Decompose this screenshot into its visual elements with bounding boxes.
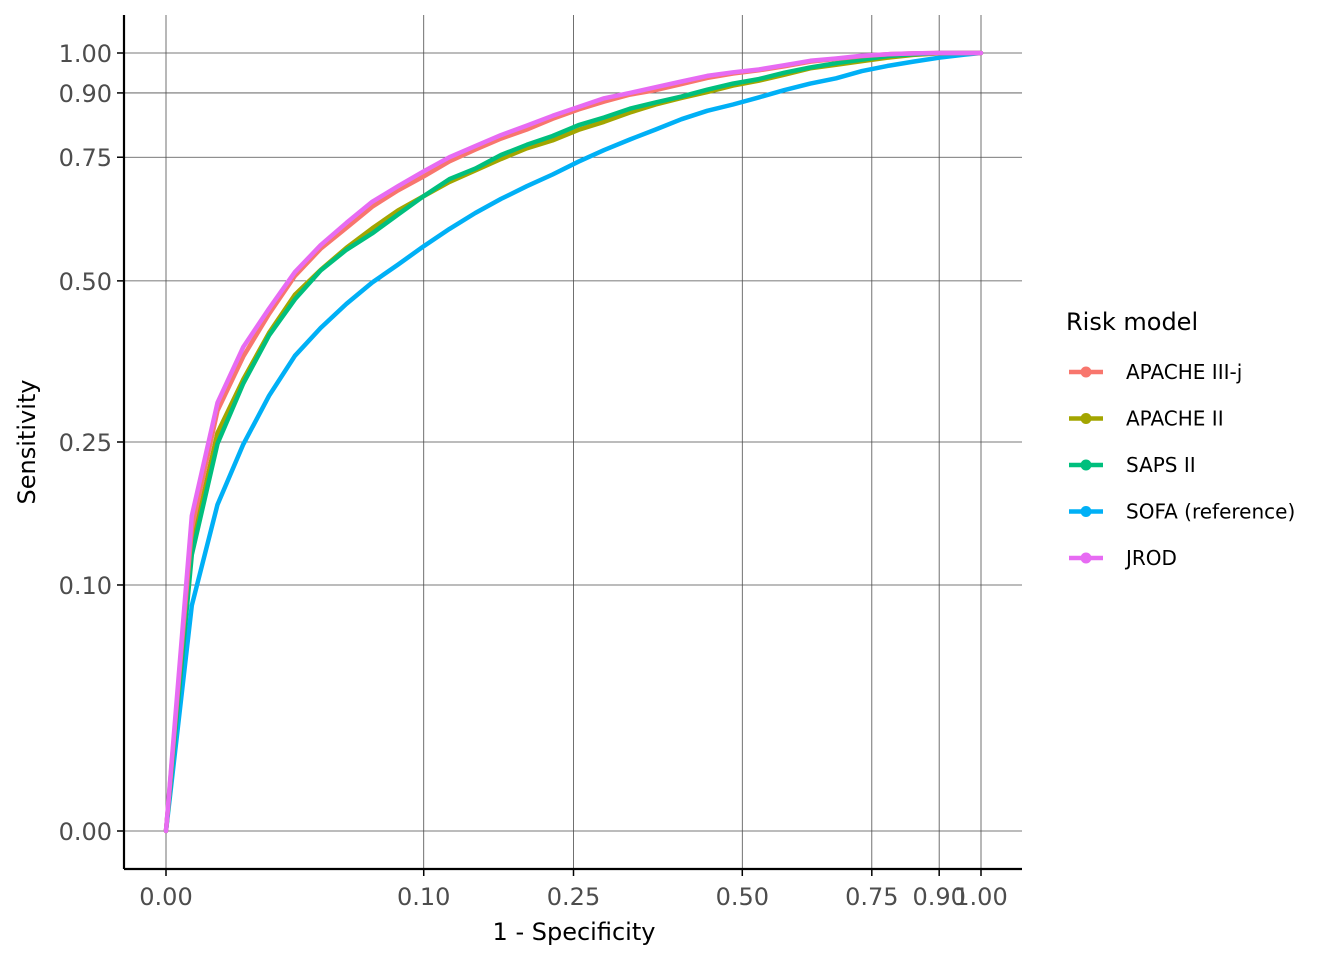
legend-label: JROD [1124,546,1177,570]
grid-lines [124,15,1022,869]
y-tick-label: 0.25 [59,429,112,457]
legend-key-point [1080,366,1092,378]
x-tick-label: 0.75 [845,883,898,911]
legend: Risk model APACHE III-j APACHE II SAPS II S… [1066,308,1295,570]
y-tick-label: 0.00 [59,818,112,846]
x-tick-label: 0.00 [139,883,192,911]
x-axis-title: 1 - Specificity [493,918,656,946]
x-tick-label: 0.25 [547,883,600,911]
legend-label: APACHE II [1126,407,1224,431]
y-axis-title: Sensitivity [13,380,41,505]
series-line-jrod [163,50,984,834]
x-tick-label: 0.50 [716,883,769,911]
series-line-sofa-reference [163,50,984,834]
x-tick-label: 0.10 [397,883,450,911]
legend-label: SAPS II [1126,453,1196,477]
series-line-saps-ii [163,50,984,834]
legend-key-point [1080,506,1092,517]
tick-labels: 0.00 0.10 0.25 0.50 0.75 0.901.000.000.100.25… [59,40,1008,911]
y-tick-label: 0.75 [59,144,112,172]
y-tick-label: 0.90 [59,80,112,108]
legend-label: SOFA (reference) [1126,500,1295,524]
x-tick-label: 0.90 [912,883,965,911]
x-tick-label: 1.00 [954,883,1007,911]
y-tick-label: 1.00 [59,40,112,68]
y-tick-label: 0.10 [59,572,112,600]
y-tick-label: 0.50 [59,268,112,296]
legend-key-point [1080,552,1092,564]
series-lines [163,50,984,834]
legend-key-point [1080,413,1092,424]
legend-title: Risk model [1066,308,1198,336]
legend-key-point [1080,459,1092,471]
legend-label: APACHE III-j [1126,360,1242,384]
